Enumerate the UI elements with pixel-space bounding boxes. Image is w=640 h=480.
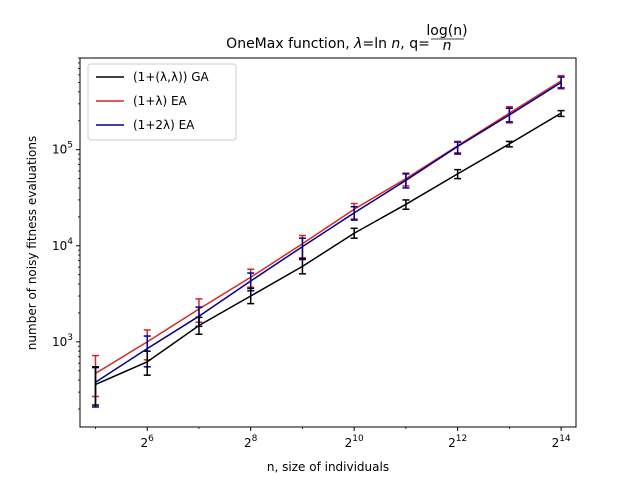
series-2	[91, 76, 565, 408]
x-tick-base: 2	[448, 436, 456, 450]
chart-title-prefix: OneMax function,	[226, 36, 354, 52]
series-0	[91, 109, 565, 406]
x-tick-label: 212	[448, 434, 467, 450]
y-axis-label: number of noisy fitness evaluations	[25, 136, 39, 350]
series-layer	[91, 74, 565, 408]
legend: (1+(λ,λ)) GA (1+λ) EA (1+2λ) EA	[87, 63, 237, 141]
x-tick-base: 2	[345, 436, 353, 450]
series-line	[95, 81, 562, 383]
y-tick-base: 10	[52, 239, 67, 253]
chart-title-n: n	[391, 36, 400, 52]
x-tick-exp: 14	[559, 434, 571, 444]
x-tick-label: 26	[141, 434, 155, 450]
series-line	[95, 80, 562, 375]
x-tick-label: 214	[552, 434, 571, 450]
x-tick-base: 2	[244, 436, 252, 450]
x-tick-exp: 8	[252, 434, 258, 444]
chart-title-eq: =ln	[362, 36, 391, 52]
y-tick-exp: 3	[67, 333, 73, 343]
x-tick-base: 2	[552, 436, 560, 450]
y-tick-label: 105	[52, 141, 73, 157]
y-tick-label: 104	[52, 237, 73, 253]
x-tick-exp: 12	[456, 434, 467, 444]
y-tick-base: 10	[52, 335, 67, 349]
chart-title-q: , q=	[400, 36, 430, 52]
y-tick-exp: 5	[67, 141, 73, 151]
legend-box	[87, 63, 237, 141]
chart-title-fraction-num: log(n)	[426, 23, 467, 39]
chart-title-fraction-den: n	[443, 38, 452, 54]
x-tick-label: 28	[244, 434, 258, 450]
y-tick-base: 10	[52, 143, 67, 157]
y-tick-label: 103	[52, 333, 73, 349]
series-line	[95, 112, 562, 386]
chart-title-lambda: λ	[353, 36, 362, 52]
x-axis-label: n, size of individuals	[267, 460, 389, 474]
legend-label: (1+2λ) EA	[133, 118, 195, 132]
x-tick-base: 2	[141, 436, 149, 450]
chart-title: OneMax function, λ=ln n, q=	[226, 36, 430, 52]
x-tick-label: 210	[345, 434, 364, 450]
legend-label: (1+λ) EA	[133, 94, 188, 108]
y-tick-exp: 4	[67, 237, 73, 247]
x-tick-exp: 6	[148, 434, 154, 444]
legend-label: (1+(λ,λ)) GA	[133, 70, 210, 84]
axes-frame	[79, 57, 577, 428]
x-tick-exp: 10	[352, 434, 364, 444]
